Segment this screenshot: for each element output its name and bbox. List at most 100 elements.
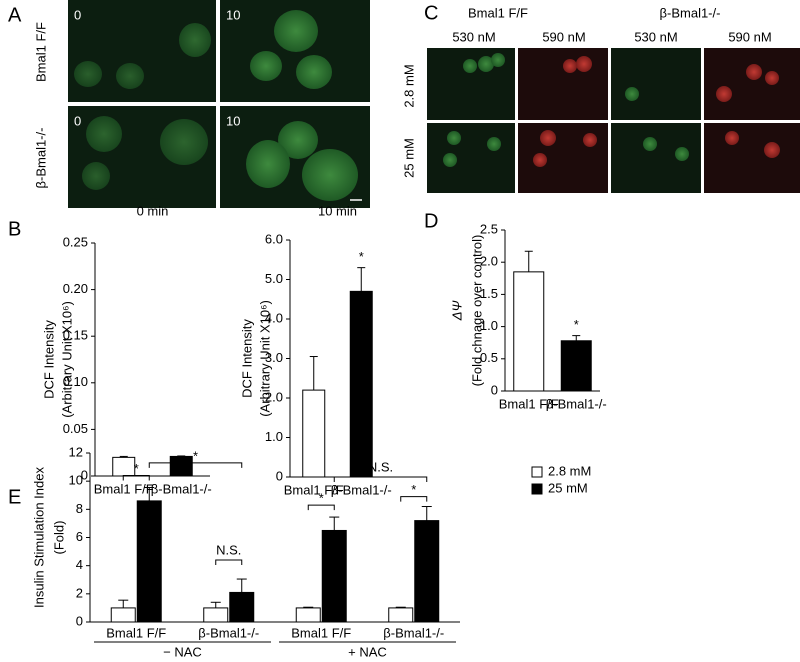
x-tick-label: Bmal1 F/F	[94, 481, 154, 496]
y-tick-label: 3.0	[265, 350, 283, 365]
cell	[443, 153, 457, 167]
legend-label: 25 mM	[548, 480, 588, 495]
x-tick-label: β-Bmal1-/-	[331, 482, 392, 497]
bar	[136, 500, 162, 623]
panel-letter: C	[424, 2, 438, 24]
cell	[463, 59, 477, 73]
cell	[82, 162, 110, 190]
y-tick-label: 0.10	[63, 374, 88, 389]
cell	[533, 153, 547, 167]
bracket	[148, 462, 243, 468]
y-axis-label: ΔΨ	[449, 301, 464, 322]
cell	[576, 56, 592, 72]
bar	[349, 290, 373, 478]
cell	[179, 23, 211, 57]
y-tick-label: 6	[76, 529, 83, 544]
time-label: 10	[226, 7, 240, 22]
bar	[295, 607, 321, 623]
panel-letter: B	[8, 218, 21, 240]
micrograph	[704, 123, 800, 193]
bracket	[122, 475, 150, 481]
y-tick-label: 0	[276, 468, 283, 483]
cell	[86, 116, 122, 152]
cell	[250, 51, 282, 81]
y-tick-label: 1.0	[265, 429, 283, 444]
significance-mark: *	[193, 448, 198, 463]
y-tick-label: 5.0	[265, 271, 283, 286]
bar	[321, 529, 347, 623]
micrograph	[518, 123, 608, 193]
y-tick-label: 0	[76, 613, 83, 628]
row-label: β-Bmal1-/-	[33, 128, 48, 189]
y-tick-label: 1.5	[480, 286, 498, 301]
y-tick-label: 12	[69, 444, 83, 459]
row-label: 2.8 mM	[401, 64, 416, 107]
cell	[302, 149, 358, 201]
cell	[447, 131, 461, 145]
y-axis-label: Insulin Stimulation Index	[31, 467, 46, 608]
cell	[725, 131, 739, 145]
cell	[296, 55, 332, 89]
x-tick-label: β-Bmal1-/-	[198, 625, 259, 640]
micrograph-grid: 0 10 0 10	[68, 0, 370, 208]
bar	[110, 607, 136, 623]
y-tick-label: 10	[69, 473, 83, 488]
significance-mark: *	[359, 249, 364, 264]
x-tick-label: Bmal1 F/F	[291, 625, 351, 640]
y-tick-label: 2	[76, 585, 83, 600]
cell	[583, 133, 597, 147]
bar	[112, 456, 136, 477]
bar	[560, 340, 592, 392]
y-tick-label: 4	[76, 557, 83, 572]
bar	[513, 271, 545, 392]
micrograph	[704, 48, 800, 120]
column-label: 590 nM	[542, 29, 585, 44]
significance-mark: *	[319, 491, 324, 506]
bar	[203, 607, 229, 623]
y-axis-label: (Fold chnage over control)	[469, 235, 484, 387]
column-label: 530 nM	[634, 29, 677, 44]
x-tick-label: Bmal1 F/F	[284, 482, 344, 497]
micrograph	[611, 48, 701, 120]
y-tick-label: 0.5	[480, 350, 498, 365]
panel-letter: D	[424, 210, 438, 232]
cell	[487, 137, 501, 151]
y-tick-label: 2.5	[480, 221, 498, 236]
y-tick-label: 4.0	[265, 310, 283, 325]
y-tick-label: 0.25	[63, 234, 88, 249]
time-label: 0	[74, 113, 81, 128]
cell	[116, 63, 144, 89]
x-tick-label: β-Bmal1-/-	[546, 396, 607, 411]
significance-mark: *	[411, 482, 416, 497]
panel-letter: E	[8, 486, 21, 508]
significance-mark: *	[134, 461, 139, 476]
micrograph	[518, 48, 608, 120]
y-axis-label: DCF Intensity	[239, 319, 254, 398]
chart-title: 10 min	[318, 203, 357, 218]
cell	[278, 121, 318, 159]
cell	[625, 87, 639, 101]
y-tick-label: 6.0	[265, 231, 283, 246]
bar	[229, 591, 255, 623]
column-label: 590 nM	[728, 29, 771, 44]
row-label: Bmal1 F/F	[33, 22, 48, 82]
x-tick-label: β-Bmal1-/-	[383, 625, 444, 640]
y-axis-label: (Fold)	[51, 521, 66, 555]
time-label: 0	[74, 7, 81, 22]
y-tick-label: 1.0	[480, 318, 498, 333]
bracket	[307, 504, 335, 511]
legend-label: 2.8 mM	[548, 463, 591, 478]
significance-mark: N.S.	[216, 542, 241, 557]
y-axis-label: DCF Intensity	[41, 320, 56, 399]
micrograph-grid	[427, 48, 800, 193]
bar	[302, 389, 326, 478]
y-tick-label: 0.15	[63, 328, 88, 343]
x-tick-label: Bmal1 F/F	[499, 396, 559, 411]
cell	[246, 140, 290, 188]
cell	[765, 71, 779, 85]
panel-letter: A	[8, 4, 22, 26]
cell	[675, 147, 689, 161]
group-label: Bmal1 F/F	[468, 5, 528, 20]
column-label: 530 nM	[452, 29, 495, 44]
